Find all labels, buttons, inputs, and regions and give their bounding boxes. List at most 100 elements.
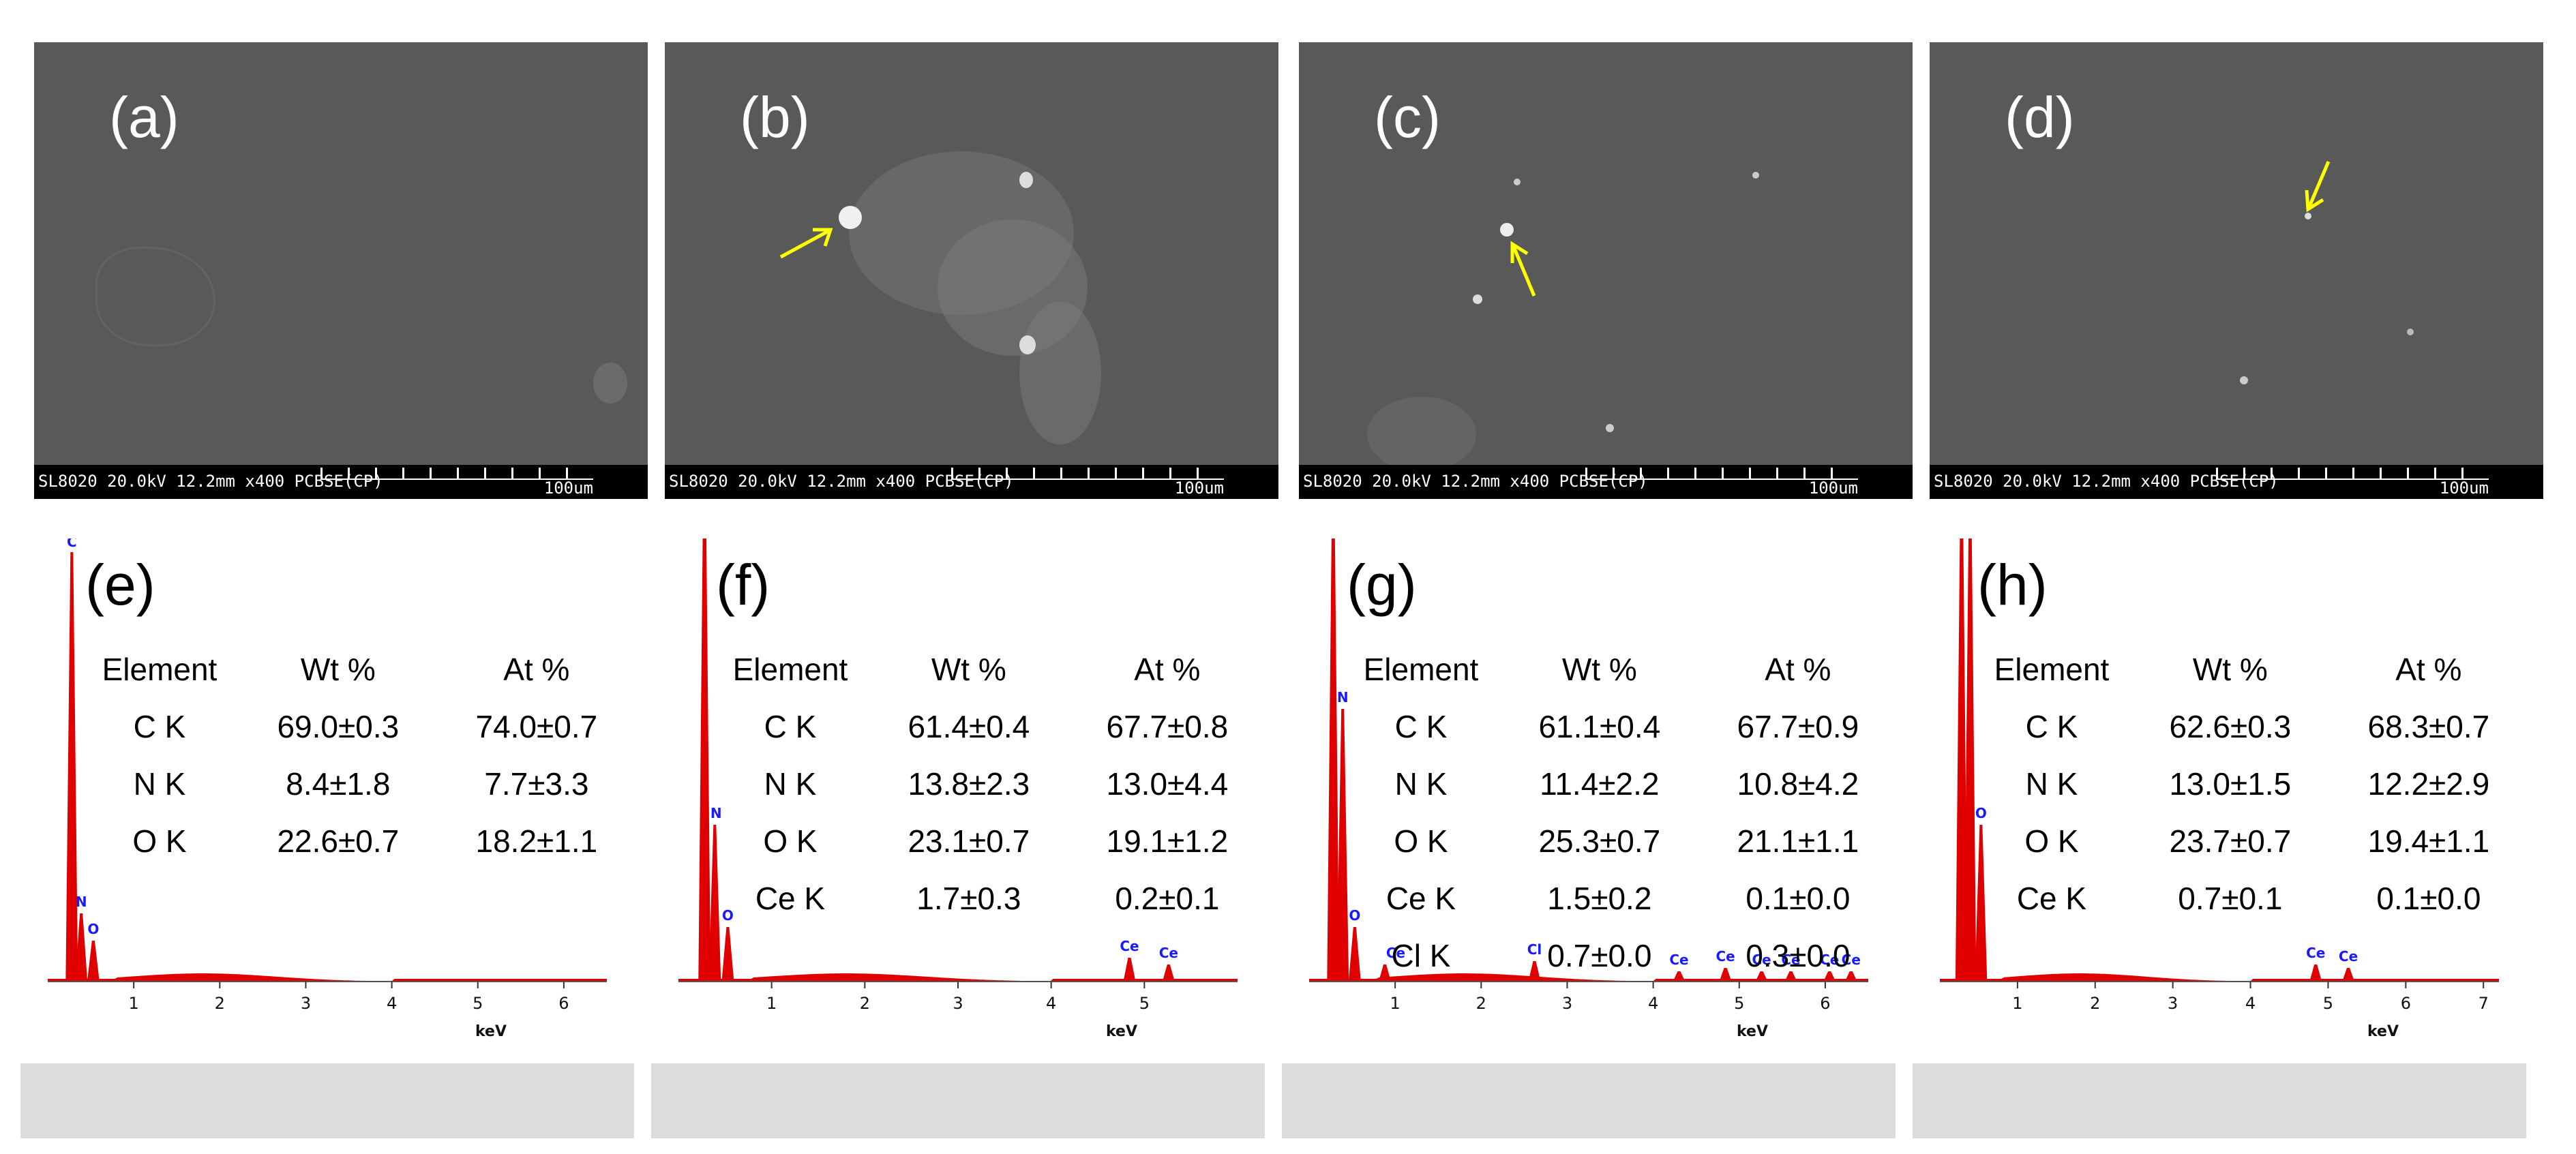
- x-tick-label: 6: [1820, 994, 1830, 1013]
- peak-label: Ce: [1781, 952, 1800, 968]
- table-row: O K 23.7±0.7 19.4±1.1: [2024, 823, 2490, 859]
- scale-label: 100um: [1174, 479, 1224, 498]
- table-row: Ce K 1.7±0.3 0.2±0.1: [755, 881, 1220, 916]
- x-axis-band: [20, 1063, 634, 1138]
- peak-label: Ce: [2306, 945, 2325, 961]
- spectrum-continuum: [1940, 973, 2499, 982]
- peak-label: Ce: [1386, 945, 1405, 961]
- peak-label: N: [76, 894, 87, 910]
- scale-label: 100um: [543, 479, 593, 498]
- x-tick-label: 2: [2090, 994, 2100, 1013]
- table-row: C K 69.0±0.3 74.0±0.7: [133, 709, 598, 744]
- peak-label: O: [1349, 907, 1360, 924]
- panel-label: (a): [109, 85, 179, 149]
- x-tick-label: 3: [953, 994, 963, 1013]
- peak-label: Ce: [1716, 948, 1735, 965]
- spectrum-peak: [1123, 958, 1136, 982]
- scale-bar-strip: SL8020 20.0kV 12.2mm x400 PCBSE(CP) 100u…: [1299, 465, 1913, 499]
- peak-label: Ce: [1752, 952, 1771, 968]
- x-tick-label: 7: [2478, 994, 2489, 1013]
- table-row: Ce K 0.7±0.1 0.1±0.0: [2016, 881, 2481, 916]
- panel-label: (h): [1977, 553, 2048, 617]
- scale-bar: [320, 468, 593, 480]
- spectrum-peak: [1719, 968, 1732, 982]
- table-row: N K 11.4±2.2 10.8±4.2: [1394, 766, 1859, 802]
- sem-image-d: (d) SL8020 20.0kV 12.2mm x400 PCBSE(CP) …: [1930, 42, 2543, 499]
- sem-image-c: (c) SL8020 20.0kV 12.2mm x400 PCBSE(CP) …: [1299, 42, 1913, 499]
- spectrum-peak: [1336, 709, 1349, 982]
- spectrum-continuum: [48, 973, 607, 982]
- spectrum-peak: [2309, 965, 2322, 982]
- peak-label: C: [67, 538, 77, 550]
- peak-label: O: [1975, 805, 1987, 821]
- peak-label: N: [710, 805, 722, 821]
- arrow-icon: [779, 228, 833, 259]
- x-tick-label: 5: [1139, 994, 1150, 1013]
- x-axis-band: [651, 1063, 1265, 1138]
- eds-spectrum-h: CNOCeCe1234567keV: [1940, 538, 2499, 1040]
- table-row: O K 22.6±0.7 18.2±1.1: [132, 823, 598, 859]
- x-tick-label: 3: [301, 994, 311, 1013]
- table-row: Cl K 0.7±0.0 0.3±0.0: [1391, 938, 1851, 973]
- x-axis-unit: keV: [1737, 1023, 1768, 1040]
- spectrum-peak: [1784, 971, 1797, 982]
- x-tick-label: 5: [473, 994, 483, 1013]
- eds-spectrum-g: CNOCeClCeCeCeCeCeCe123456keV: [1309, 538, 1868, 1040]
- table-header: Element Wt % At %: [1994, 652, 2462, 687]
- scale-bar: [2216, 468, 2489, 480]
- x-axis-unit: keV: [2367, 1023, 2399, 1040]
- arrow-icon: [1510, 241, 1536, 297]
- spectrum-peak: [1327, 538, 1340, 982]
- table-header: Element Wt % At %: [1363, 652, 1831, 687]
- eds-spectrum-f: CNOCeCe12345keV: [678, 538, 1238, 1040]
- peak-label: O: [722, 907, 734, 924]
- spectrum-peak: [1379, 965, 1392, 982]
- table-row: O K 23.1±0.7 19.1±1.2: [763, 823, 1229, 859]
- table-row: N K 8.4±1.8 7.7±3.3: [133, 766, 589, 802]
- table-row: Ce K 1.5±0.2 0.1±0.0: [1386, 881, 1851, 916]
- eds-spectrum-e: C NO 1 2 3 4 5 6 keV: [48, 538, 607, 1040]
- peak-label: N: [1337, 689, 1349, 705]
- table-row: O K 25.3±0.7 21.1±1.1: [1394, 823, 1859, 859]
- arrow-icon: [2305, 161, 2331, 213]
- scale-label: 100um: [1808, 479, 1858, 498]
- x-tick-label: 3: [2168, 994, 2178, 1013]
- x-axis-band: [1282, 1063, 1896, 1138]
- x-tick-label: 1: [129, 994, 139, 1013]
- spectrum-peak: [1975, 825, 1988, 982]
- peak-label: Ce: [1669, 952, 1688, 968]
- x-tick-label: 3: [1562, 994, 1572, 1013]
- x-tick-label: 5: [2323, 994, 2333, 1013]
- table-header: Element Wt % At %: [732, 652, 1201, 687]
- spectrum-peak: [1964, 538, 1977, 982]
- spectrum-peak: [2342, 968, 2355, 982]
- peak-label: Ce: [1120, 938, 1139, 954]
- peak-label: Ce: [1842, 952, 1861, 968]
- spectrum-peak: [1673, 971, 1686, 982]
- eds-panel-e: C N O 1 2 3 4 5 6 keV (e) Element Wt % At % C K 69.0…: [20, 532, 634, 1138]
- sem-image-a: (a) SL8020 20.0kV 12.2mm x400 PCBSE(CP) …: [34, 42, 648, 499]
- panel-label: (f): [716, 553, 770, 617]
- table-row: N K 13.8±2.3 13.0±4.4: [764, 766, 1229, 802]
- spectrum-peak: [1755, 971, 1768, 982]
- spectrum-peak: [1162, 965, 1175, 982]
- panel-label: (b): [740, 85, 810, 149]
- panel-label: (c): [1374, 85, 1441, 149]
- peak-label: O: [87, 921, 99, 937]
- x-axis-unit: keV: [1106, 1023, 1137, 1040]
- table-row: C K 61.4±0.4 67.7±0.8: [764, 709, 1229, 744]
- spectrum-continuum: [678, 973, 1238, 982]
- x-tick-label: 1: [1390, 994, 1401, 1013]
- spectrum-peak: [87, 941, 100, 982]
- peak-label: Ce: [1159, 945, 1178, 961]
- x-tick-label: 6: [2401, 994, 2411, 1013]
- x-tick-label: 1: [766, 994, 777, 1013]
- x-axis-band: [1913, 1063, 2526, 1138]
- x-tick-label: 1: [2012, 994, 2022, 1013]
- x-tick-label: 2: [860, 994, 870, 1013]
- panel-label: (d): [2005, 85, 2075, 149]
